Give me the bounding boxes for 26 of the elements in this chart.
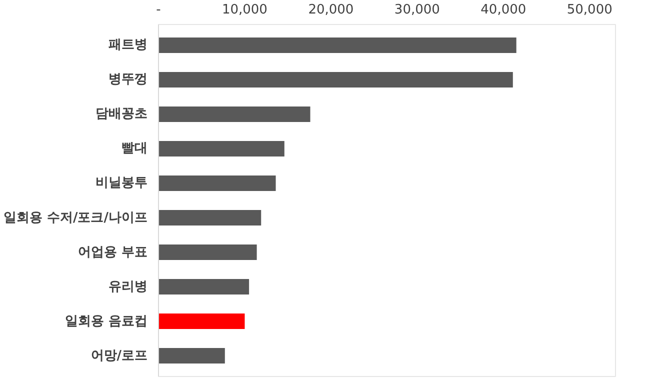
bar [158, 279, 250, 295]
x-tick-label: 40,000 [480, 2, 526, 18]
y-tick-label: 비닐봉투 [96, 176, 148, 191]
y-tick-label: 어망/로프 [90, 348, 148, 364]
y-tick-label: 유리병 [108, 279, 148, 294]
y-tick-label: 일회용 수저/포크/나이프 [3, 210, 148, 226]
x-tick-label: - [156, 2, 162, 18]
y-tick-label: 담배꽁초 [96, 106, 148, 122]
x-tick-label: 30,000 [394, 2, 440, 18]
y-tick-label: 어업용 부표 [78, 244, 148, 260]
bar [158, 106, 310, 122]
bar [158, 37, 516, 53]
bar [158, 210, 262, 226]
y-tick-label: 패트병 [108, 38, 148, 53]
y-tick-label: 빨대 [122, 141, 148, 156]
bar [158, 140, 284, 156]
x-tick-label: 50,000 [566, 2, 612, 18]
y-tick-label: 일회용 음료컵 [64, 314, 148, 329]
bar [158, 314, 245, 330]
y-tick-label: 병뚜껑 [108, 72, 148, 88]
x-tick-label: 20,000 [308, 2, 354, 18]
bar [158, 244, 257, 260]
x-tick-label: 10,000 [222, 2, 268, 18]
bar [158, 348, 225, 364]
bar [158, 72, 513, 88]
bar [158, 175, 276, 192]
